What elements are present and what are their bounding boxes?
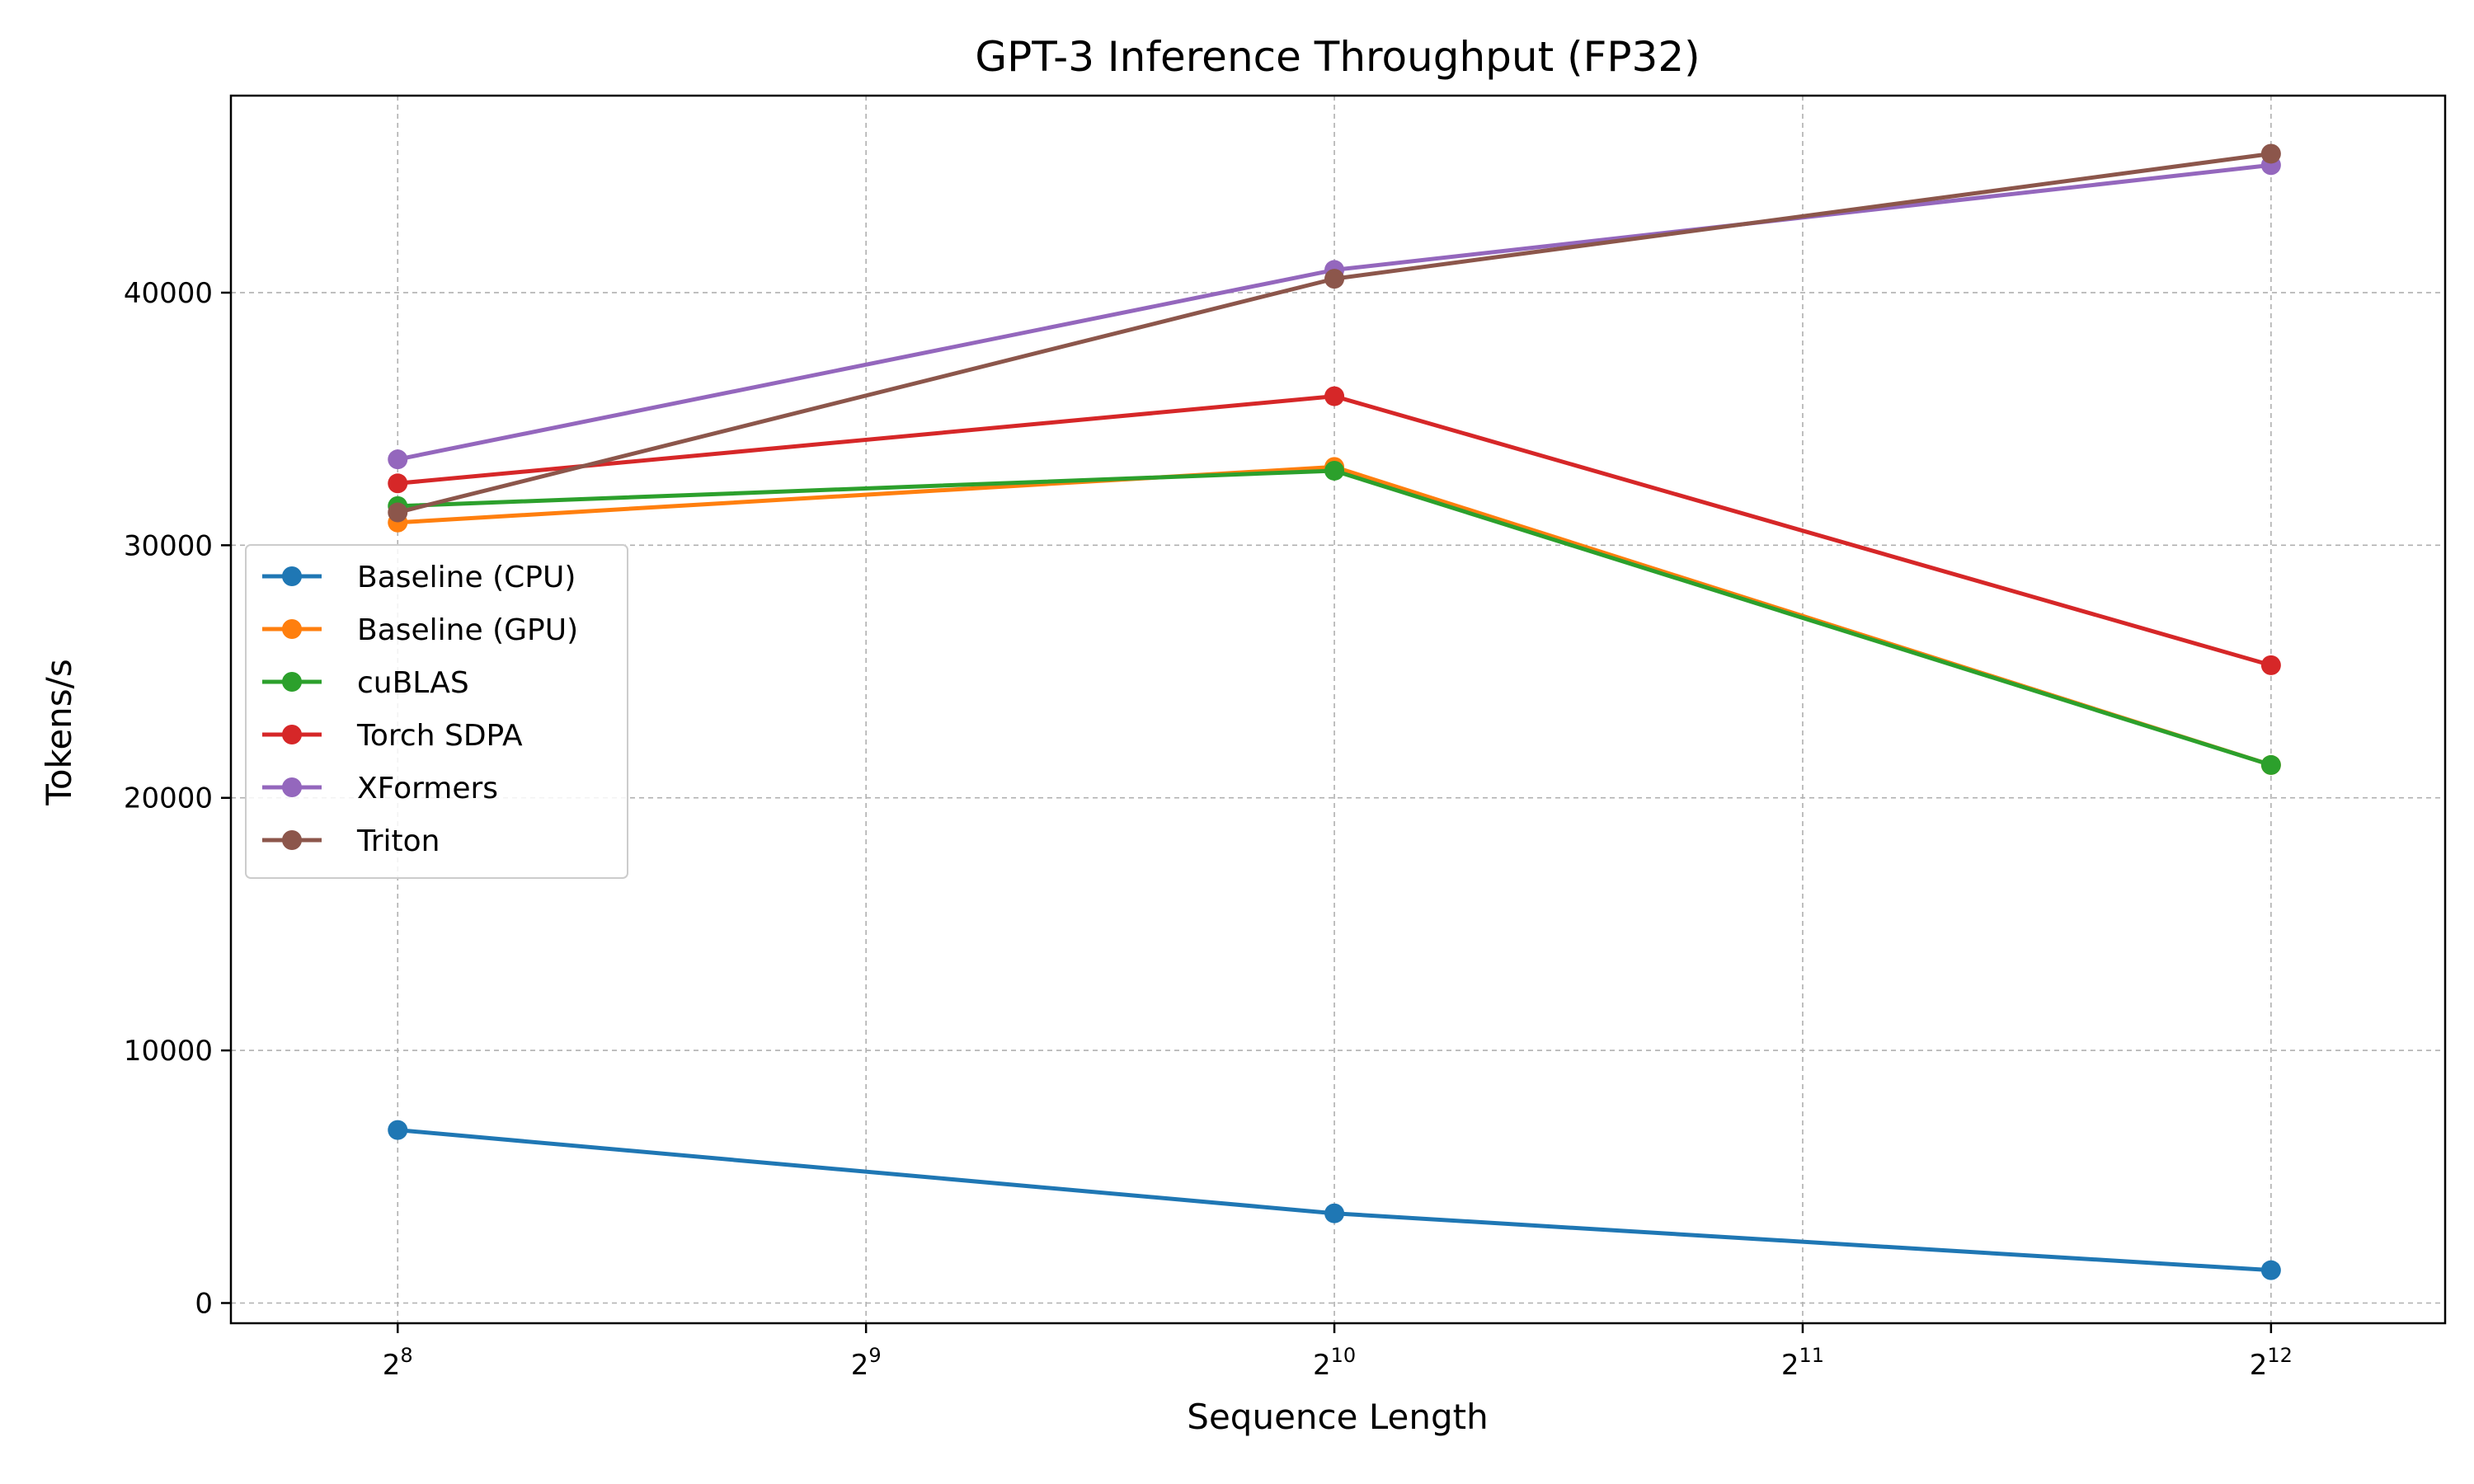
data-point [388,449,408,470]
legend-box [245,544,628,879]
chart-title: GPT-3 Inference Throughput (FP32) [975,33,1700,81]
legend-marker [282,777,302,797]
legend-label: XFormers [357,772,498,805]
x-tick-label: 211 [1781,1344,1824,1382]
legend-entry: XFormers [262,772,498,805]
series [388,386,2281,675]
y-tick-label: 0 [195,1287,213,1320]
x-tick-label-base: 2 [1781,1349,1799,1382]
data-point [388,473,408,494]
data-point [388,502,408,523]
legend-marker [282,725,302,744]
legend-entry: Triton [262,824,440,858]
x-tick-label: 212 [2250,1344,2293,1382]
legend-marker [282,566,302,586]
legend-label: Triton [356,824,440,858]
x-tick-label: 210 [1313,1344,1356,1382]
plot-frame [229,94,2447,1325]
legend-entry: cuBLAS [262,666,469,700]
x-tick-label-base: 2 [2250,1349,2268,1382]
data-point [2260,143,2281,164]
x-tick-label: 28 [383,1344,413,1382]
legend-label: Baseline (CPU) [357,561,576,594]
legend-label: Baseline (GPU) [357,613,578,647]
data-point [1324,269,1345,289]
x-tick-label-exponent: 12 [2267,1344,2293,1367]
data-point [2260,754,2281,775]
legend-marker [282,830,302,850]
x-tick-label-exponent: 9 [868,1344,881,1367]
y-tick-label: 30000 [124,529,213,562]
series [388,1120,2281,1280]
legend-marker [282,672,302,692]
data-point [2260,1260,2281,1280]
x-tick-label-base: 2 [383,1349,401,1382]
x-tick-label-base: 2 [851,1349,869,1382]
data-point [388,1120,408,1140]
x-tick-label-exponent: 8 [400,1344,412,1367]
legend: Baseline (CPU) Baseline (GPU) cuBLAS Torch … [245,544,628,879]
y-tick-label: 40000 [124,277,213,310]
x-tick-label-exponent: 11 [1799,1344,1825,1367]
data-point [1324,460,1345,481]
y-axis-label: Tokens/s [39,659,79,805]
y-tick-label: 20000 [124,782,213,815]
legend-entry: Torch SDPA [262,719,523,753]
legend-label: cuBLAS [357,666,469,700]
legend-marker [282,619,302,639]
data-point [1324,1203,1345,1223]
data-point [1324,386,1345,406]
legend-entry: Baseline (GPU) [262,613,578,647]
data-point [2260,655,2281,675]
series [388,143,2281,523]
series-layer [388,143,2281,1280]
y-tick-label: 10000 [124,1035,213,1068]
x-tick-label-base: 2 [1313,1349,1331,1382]
x-axis-label: Sequence Length [1187,1397,1488,1437]
legend-label: Torch SDPA [356,719,523,753]
x-tick-label: 29 [851,1344,882,1382]
x-tick-label-exponent: 10 [1331,1344,1357,1367]
legend-entry: Baseline (CPU) [262,561,576,594]
grid-lines [231,96,2445,1323]
